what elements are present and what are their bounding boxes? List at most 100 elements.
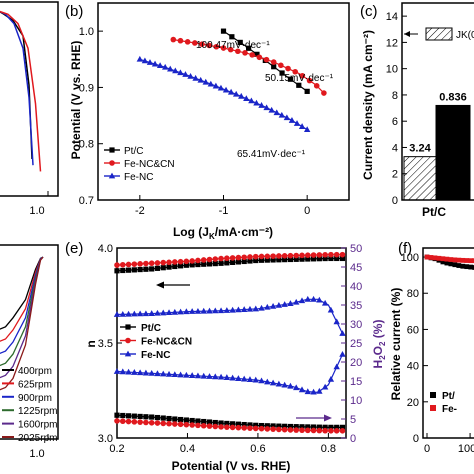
panel-e-fe-nc-h2o2-marker xyxy=(235,375,242,381)
panel-e-fe-nc-h2o2-marker xyxy=(171,371,179,378)
panel-e-ptc-h2o2-marker xyxy=(253,422,259,428)
panel-f-marker xyxy=(444,256,450,262)
panel-d-frame xyxy=(0,244,59,440)
panel-e-ptc-h2o2-marker xyxy=(166,415,172,422)
panel-e-fe-nc-n-marker xyxy=(321,299,329,306)
panel-d-series xyxy=(0,256,49,439)
panel-e-legend-marker xyxy=(125,324,131,330)
panel-e-fe-nc-cn-h2o2-marker xyxy=(299,427,305,434)
panel-e-fe-nc-n-marker xyxy=(119,310,126,317)
panel-e-fe-nc-h2o2-marker xyxy=(165,370,173,377)
panel-b-fe-nc-marker xyxy=(161,63,169,70)
panel-e-fe-nc-cn-n-marker xyxy=(316,252,323,258)
panel-e-right-tick-label: 50 xyxy=(350,243,362,255)
panel-e-fe-nc-cn-n-marker xyxy=(143,260,149,267)
panel-e-fe-nc-n-marker xyxy=(188,308,196,314)
panel-e-fe-nc-cn-n-marker xyxy=(119,261,126,268)
panel-e-fe-nc-h2o2-marker xyxy=(310,388,317,395)
panel-b-fe-nc-marker xyxy=(298,123,306,129)
panel-e-fe-nc-cn-h2o2-marker xyxy=(258,425,265,432)
panel-e-fe-nc-cn-h2o2-marker xyxy=(339,427,346,434)
panel-e-ptc-n-marker xyxy=(143,266,149,272)
panel-e-fe-nc-h2o2-marker xyxy=(119,368,126,375)
panel-e-fe-nc-cn-h2o2-marker xyxy=(206,423,213,429)
panel-e-fe-nc-cn-n-marker xyxy=(252,253,259,260)
panel-e-fe-nc-cn-n-marker xyxy=(310,252,317,258)
left-axis-arrowhead xyxy=(156,281,164,289)
panel-b-ptc-marker xyxy=(296,82,302,88)
panel-b-ptc-marker xyxy=(271,64,277,70)
panel-e-fe-nc-cn-n-marker xyxy=(148,260,155,267)
panel-e-fe-nc-n-marker xyxy=(194,307,202,314)
panel-f: (f) 02040608010001000 Relative current (… xyxy=(389,240,474,455)
panel-e-fe-nc-n-marker xyxy=(171,308,179,315)
panel-e-fe-nc-h2o2-marker xyxy=(223,374,231,380)
panel-e-fe-nc-cn-n-marker xyxy=(229,255,236,261)
panel-f-marker xyxy=(456,257,462,263)
panel-e-ptc-h2o2-marker xyxy=(114,412,120,418)
panel-c-label: (c) xyxy=(360,3,378,20)
panel-e-fe-nc-cn-h2o2-marker xyxy=(247,425,253,431)
panel-e-x-axis-label: Potential (V vs. RHE) xyxy=(172,459,291,473)
panel-e-fe-nc-cn-h2o2-marker xyxy=(131,419,138,425)
panel-e-fe-nc-n-marker xyxy=(310,295,317,302)
panel-e-fe-nc-h2o2-marker xyxy=(160,370,167,377)
panel-e-ptc-n-marker xyxy=(201,261,207,267)
panel-b-fe-nc-marker xyxy=(273,109,280,116)
panel-e-ptc-h2o2-marker xyxy=(131,413,137,419)
panel-e-fe-nc-h2o2-marker xyxy=(206,373,213,379)
panel-b-fe-nc-cn-marker xyxy=(192,40,198,46)
panel-f-legend-label: Fe- xyxy=(442,404,457,415)
panel-e-fe-nc-cn-n-marker xyxy=(258,253,265,260)
panel-e-right-tick-label: 40 xyxy=(350,281,362,293)
panel-e-x-tick-label: 0.8 xyxy=(321,443,336,455)
panel-e-fe-nc-h2o2-marker xyxy=(298,386,306,393)
panel-e-fe-nc-cn-h2o2-marker xyxy=(304,427,311,434)
panel-e-y-tick-label: 3.0 xyxy=(98,433,113,445)
panel-b-legend-marker xyxy=(109,147,115,153)
panel-e-ptc-n-marker xyxy=(339,255,346,262)
panel-e-fe-nc-h2o2-marker xyxy=(281,381,288,388)
panel-e-fe-nc-h2o2-marker xyxy=(264,378,271,385)
panel-e-fe-nc-cn-h2o2-marker xyxy=(166,420,172,427)
panel-e-fe-nc-n-marker xyxy=(333,318,340,325)
panel-e-fe-nc-cn-n-marker xyxy=(235,254,242,261)
bar-hatched-data-label: 3.24 xyxy=(409,143,431,155)
panel-e-ptc-h2o2-marker xyxy=(241,421,247,428)
panel-e-fe-nc-cn-n-marker xyxy=(241,254,247,261)
panel-b-fe-nc-cn-marker xyxy=(299,72,306,79)
panel-f-legend-marker xyxy=(430,392,436,398)
panel-e-ptc-n-marker xyxy=(247,258,253,264)
panel-e-ptc-n-marker xyxy=(177,263,184,269)
panel-b-fe-nc-cn-marker xyxy=(227,46,234,53)
panel-e-ptc-n-marker xyxy=(137,266,143,273)
panel-b-fe-nc-marker xyxy=(141,57,149,64)
panel-c-y-tick-label: 8 xyxy=(392,90,398,102)
panel-e-ptc-h2o2-marker xyxy=(258,422,265,429)
panel-f-y-tick-label: 40 xyxy=(407,361,419,373)
panel-e-fe-nc-cn-h2o2-marker xyxy=(287,427,294,433)
panel-e-fe-nc-n-marker xyxy=(287,300,294,306)
panel-e-legend-label: Pt/C xyxy=(141,323,161,334)
panel-e-ptc-h2o2-marker xyxy=(177,416,184,423)
panel-c-legend-arrowhead xyxy=(404,31,410,37)
bar-solid xyxy=(435,104,471,201)
panel-b-ptc-marker xyxy=(229,34,235,40)
panel-f-marker xyxy=(456,263,462,268)
panel-e-ptc-n-marker xyxy=(149,266,155,272)
panel-e-fe-nc-cn-h2o2-marker xyxy=(252,425,259,432)
panel-b-fe-nc-marker xyxy=(232,90,240,97)
panel-c-y-tick-label: 6 xyxy=(392,116,398,128)
panel-b-ptc-marker xyxy=(304,88,310,94)
panel-e-fe-nc-cn-h2o2-marker xyxy=(200,422,207,429)
panel-e-ptc-h2o2-marker xyxy=(293,424,299,430)
panel-e-fe-nc-h2o2-marker xyxy=(293,384,300,391)
panel-f-frame xyxy=(422,247,474,439)
panel-c: (c) 0 2 4 6 8 10 12 14 3.24 0.836 Current densit… xyxy=(360,2,474,219)
panel-b-fe-nc-marker xyxy=(238,92,245,99)
panel-e-fe-nc-h2o2-marker xyxy=(217,373,225,380)
panel-b-fe-nc-cn-marker xyxy=(278,62,284,69)
panel-e-series xyxy=(113,251,346,434)
